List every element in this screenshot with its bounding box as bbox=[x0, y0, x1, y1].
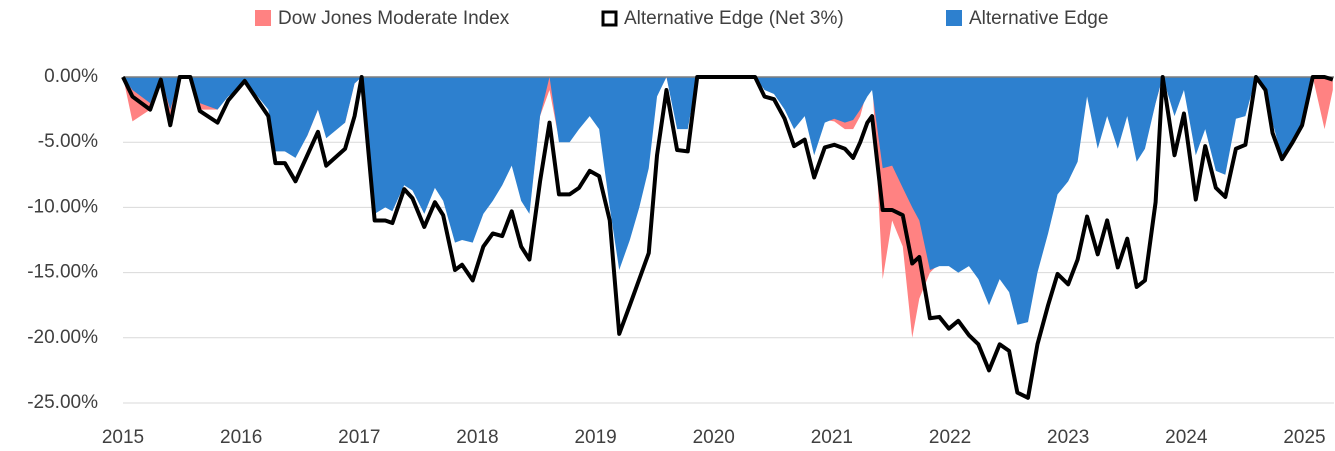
y-tick-label: -5.00% bbox=[38, 131, 98, 152]
x-tick-label: 2016 bbox=[220, 427, 262, 448]
legend-swatch bbox=[946, 10, 962, 26]
legend-label: Alternative Edge (Net 3%) bbox=[624, 8, 844, 29]
y-tick-label: -15.00% bbox=[27, 262, 98, 283]
legend-swatch bbox=[255, 10, 271, 26]
x-tick-label: 2015 bbox=[102, 427, 144, 448]
x-tick-label: 2022 bbox=[929, 427, 971, 448]
x-tick-label: 2024 bbox=[1165, 427, 1208, 448]
line bbox=[121, 75, 1334, 400]
x-tick-label: 2021 bbox=[811, 427, 853, 448]
y-tick-label: -10.00% bbox=[27, 196, 98, 217]
legend-swatch bbox=[601, 10, 618, 27]
y-tick-label: -25.00% bbox=[27, 392, 98, 413]
x-tick-label: 2025 bbox=[1283, 427, 1325, 448]
x-tick-label: 2019 bbox=[574, 427, 616, 448]
legend-label: Dow Jones Moderate Index bbox=[278, 8, 510, 29]
area bbox=[123, 77, 1333, 325]
x-tick-label: 2018 bbox=[456, 427, 498, 448]
y-tick-label: 0.00% bbox=[44, 66, 98, 87]
x-tick-label: 2023 bbox=[1047, 427, 1089, 448]
legend-label: Alternative Edge bbox=[969, 8, 1108, 29]
y-tick-label: -20.00% bbox=[27, 327, 98, 348]
x-tick-label: 2017 bbox=[338, 427, 380, 448]
x-tick-label: 2020 bbox=[693, 427, 735, 448]
